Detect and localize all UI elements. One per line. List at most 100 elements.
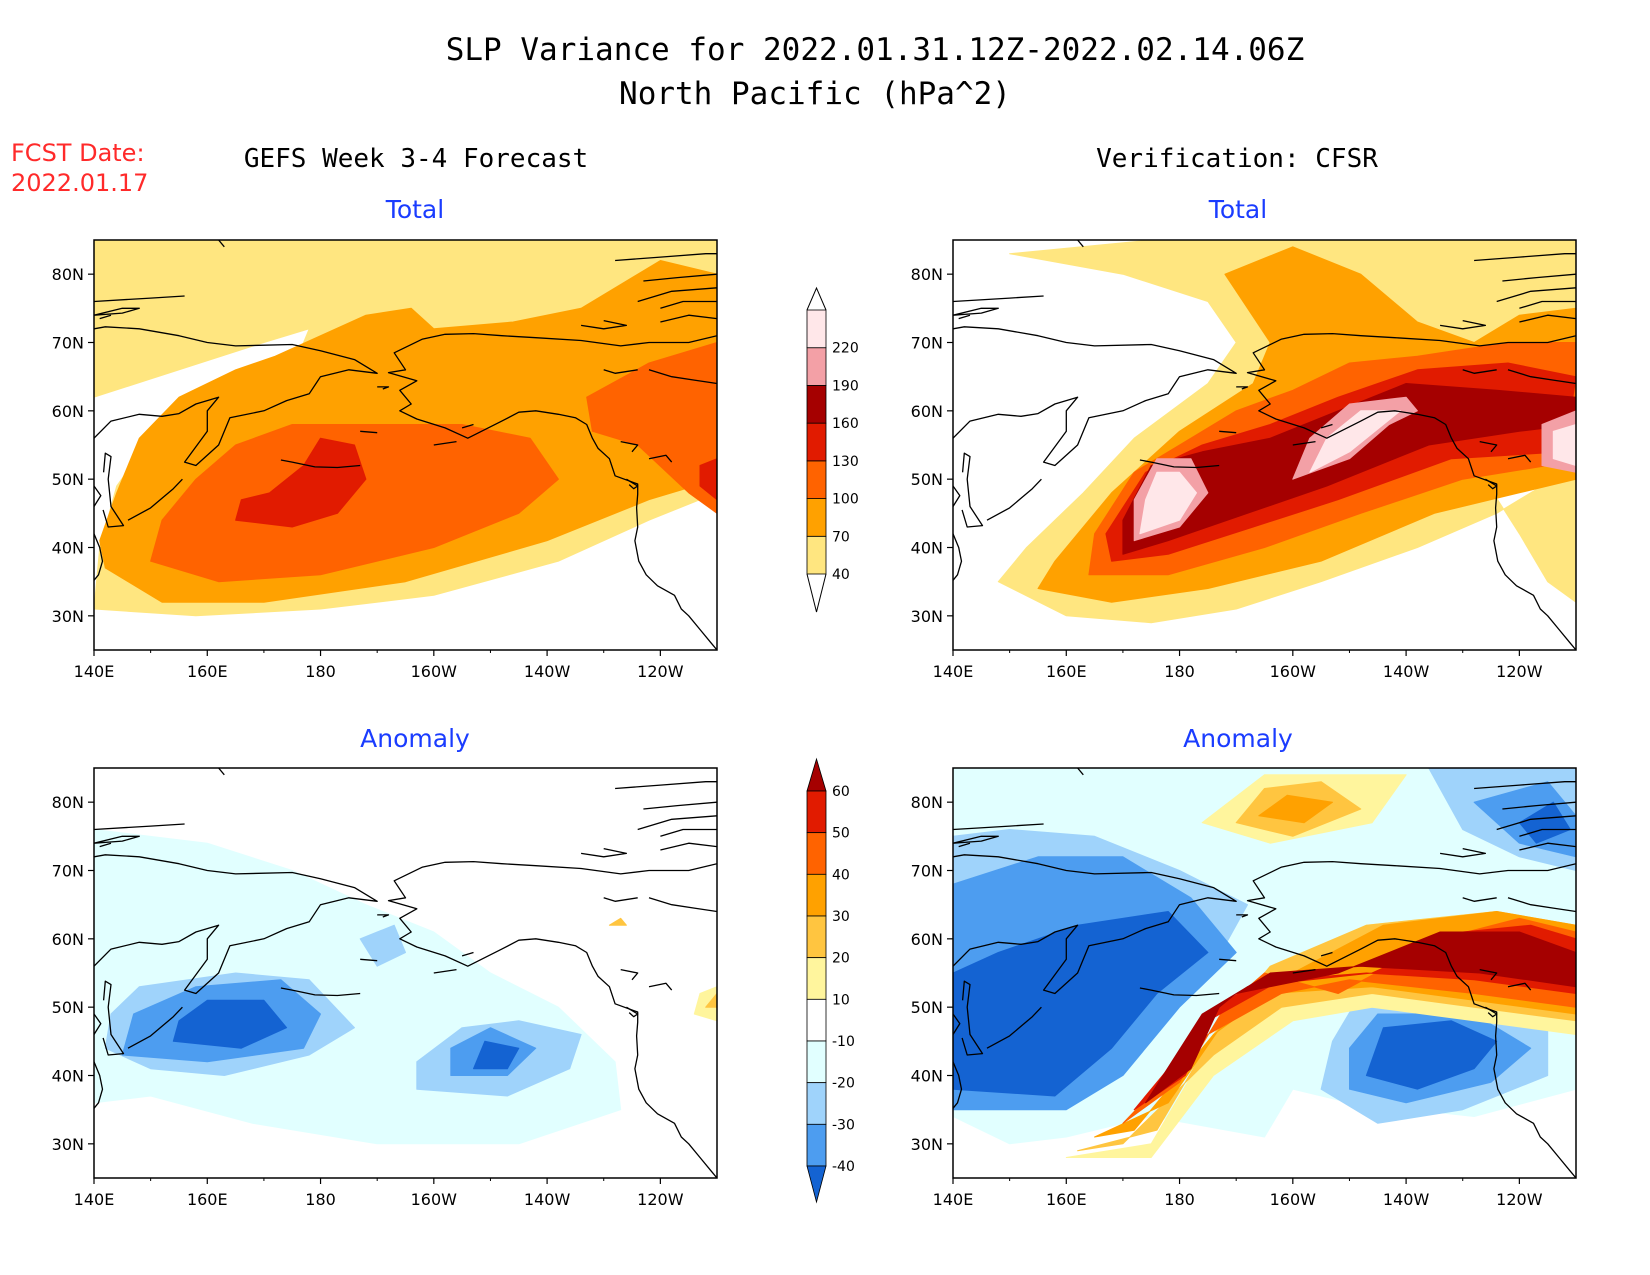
coastline-1 <box>94 854 378 995</box>
colorbar-top-arrow <box>806 286 827 311</box>
coastline-21 <box>1462 369 1497 374</box>
colorbar-anomaly-swatch <box>806 790 827 834</box>
colorbar-anomaly-swatch <box>806 957 827 1000</box>
coastline-8 <box>360 958 378 962</box>
colorbar-anomaly-label: 40 <box>832 867 850 883</box>
map-frame <box>93 239 718 651</box>
coastline-4 <box>953 485 961 507</box>
contour-band-minus40-7 <box>953 911 1209 1097</box>
colorbar-anomaly-swatch <box>806 1082 827 1125</box>
coastline-7 <box>377 914 390 918</box>
coastline-3 <box>961 980 984 1056</box>
lat-tick-label: 50N <box>911 470 943 489</box>
contour-band-minus40-8 <box>1365 1020 1498 1090</box>
coastline-3 <box>102 452 125 528</box>
colorbar-total-label: 100 <box>832 492 859 508</box>
coastline-2 <box>953 533 963 581</box>
coastline-15 <box>99 314 112 320</box>
contour-band-minus40-7 <box>473 1040 520 1070</box>
lon-tick-label: 120W <box>1496 1190 1543 1209</box>
coastline-6 <box>1139 459 1220 469</box>
main-subtitle: North Pacific (hPa^2) <box>619 76 1011 112</box>
colorbar-total-swatch <box>806 347 827 386</box>
colorbar-total-swatch <box>806 498 827 537</box>
colorbar-total-label: 130 <box>832 454 859 470</box>
coastline-2 <box>94 1061 104 1109</box>
lon-tick-label: 160E <box>187 1190 228 1209</box>
coastline-19 <box>660 842 717 851</box>
colorbar-anomaly-swatch <box>806 1040 827 1084</box>
lat-tick-label: 60N <box>52 930 84 949</box>
colorbar-anomaly-label: 30 <box>832 909 850 925</box>
colorbar-anomaly-label: -30 <box>832 1117 855 1133</box>
lat-tick-label: 80N <box>52 793 84 812</box>
contour-band-220-10 <box>1552 424 1576 466</box>
coastline-14 <box>94 823 185 831</box>
coastline-9 <box>648 454 673 463</box>
colorbar-anomaly-label: -10 <box>832 1034 855 1050</box>
coastline-12 <box>1077 768 1084 776</box>
coastline-4 <box>94 485 102 507</box>
coastline-0 <box>387 332 717 650</box>
colorbar-anomaly-label: 10 <box>832 992 850 1008</box>
right-column-title: Verification: CFSR <box>1096 144 1378 174</box>
lon-tick-label: 120W <box>637 1190 684 1209</box>
coastline-6 <box>280 459 361 469</box>
coastline-18 <box>643 273 717 282</box>
contour-band-60-18 <box>1145 931 1576 1104</box>
coastline-0 <box>387 860 717 1178</box>
colorbar-total-swatch <box>806 422 827 462</box>
coastline-25 <box>461 423 474 429</box>
colorbar-anomaly-swatch <box>806 832 827 875</box>
lat-tick-label: 40N <box>911 539 943 558</box>
coastline-16 <box>1519 828 1576 837</box>
panel-title-fcst-anomaly: Anomaly <box>360 724 470 753</box>
coastline-10 <box>620 968 639 981</box>
contour-band-100-2 <box>150 424 559 583</box>
coastline-9 <box>1507 982 1532 991</box>
fcst-date-value: 2022.01.17 <box>11 169 148 197</box>
lat-tick-label: 40N <box>52 1067 84 1086</box>
map-panel-fcst-anomaly: 80N 70N 60N 50N 40N 30N 140E 160E 180 160W 140W 120… <box>52 767 718 1209</box>
colorbar-total-label: 190 <box>832 378 859 394</box>
coastline-16 <box>660 828 717 837</box>
coastline-8 <box>1219 958 1237 962</box>
coastline-25 <box>1320 951 1333 957</box>
coastline-7 <box>1236 386 1249 390</box>
main-title: SLP Variance for 2022.01.31.12Z-2022.02.… <box>446 32 1305 68</box>
lat-tick-label: 80N <box>911 265 943 284</box>
coastline-3 <box>102 980 125 1056</box>
lat-tick-label: 30N <box>911 607 943 626</box>
colorbar-anomaly: 60 50 40 30 20 10 -10 -20 -30 -40 <box>806 757 855 1204</box>
lat-tick-label: 60N <box>911 930 943 949</box>
coastline-22 <box>1440 847 1487 858</box>
lon-tick-label: 160W <box>1270 662 1317 681</box>
lon-tick-label: 180 <box>305 662 336 681</box>
coastline-4 <box>94 1013 102 1035</box>
lon-tick-label: 160W <box>411 662 458 681</box>
coastline-23 <box>615 781 717 790</box>
contour-band-130-3 <box>235 437 367 528</box>
lon-tick-label: 180 <box>1164 1190 1195 1209</box>
lat-tick-label: 70N <box>911 862 943 881</box>
coastline-4 <box>953 1013 961 1035</box>
lon-tick-label: 140W <box>1383 662 1430 681</box>
coastline-7 <box>1236 914 1249 918</box>
lat-tick-label: 50N <box>911 998 943 1017</box>
coastline-5 <box>986 1006 1042 1049</box>
coastline-20 <box>1507 369 1576 385</box>
lat-tick-label: 30N <box>911 1135 943 1154</box>
coastline-17 <box>1496 287 1576 303</box>
colorbar-anomaly-label: -20 <box>832 1076 855 1092</box>
coastline-22 <box>581 319 628 330</box>
contour-band-30-15 <box>1258 794 1333 824</box>
coastline-19 <box>660 314 717 323</box>
map-frame <box>952 767 1577 1179</box>
map-panel-obs-anomaly: 80N 70N 60N 50N 40N 30N 140E 160E 180 160W 140W 120… <box>911 767 1577 1209</box>
coastline-0 <box>1246 860 1576 1178</box>
map-frame <box>93 767 718 1179</box>
colorbar-total-label: 160 <box>832 416 859 432</box>
colorbar-total-label: 40 <box>832 567 850 583</box>
colorbar-total-label: 70 <box>832 529 850 545</box>
